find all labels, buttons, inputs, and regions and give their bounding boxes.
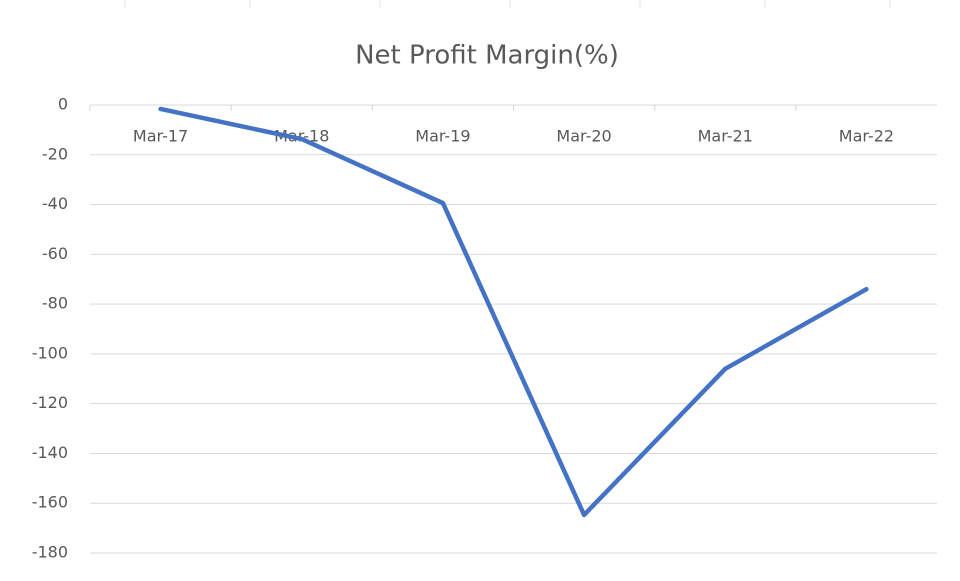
y-tick-label: -160	[32, 493, 68, 512]
y-tick-label: -80	[42, 294, 68, 313]
y-tick-label: -100	[32, 343, 68, 362]
y-tick-label: -120	[32, 393, 68, 412]
y-tick-label: -20	[42, 144, 68, 163]
y-tick-label: 0	[58, 95, 68, 114]
y-tick-label: -140	[32, 443, 68, 462]
x-tick-label: Mar-19	[415, 127, 470, 146]
y-tick-label: -40	[42, 194, 68, 213]
chart-title: Net Profit Margin(%)	[355, 41, 619, 71]
sheet-cells	[124, 0, 891, 8]
y-tick-label: -60	[42, 244, 68, 263]
x-tick-label: Mar-21	[698, 127, 753, 146]
x-tick-label: Mar-17	[133, 127, 188, 146]
data-line	[158, 106, 869, 518]
y-tick-label: -180	[32, 543, 68, 562]
x-tick-label: Mar-22	[839, 127, 894, 146]
x-tick-label: Mar-18	[274, 127, 329, 146]
x-tick-label: Mar-20	[556, 127, 611, 146]
